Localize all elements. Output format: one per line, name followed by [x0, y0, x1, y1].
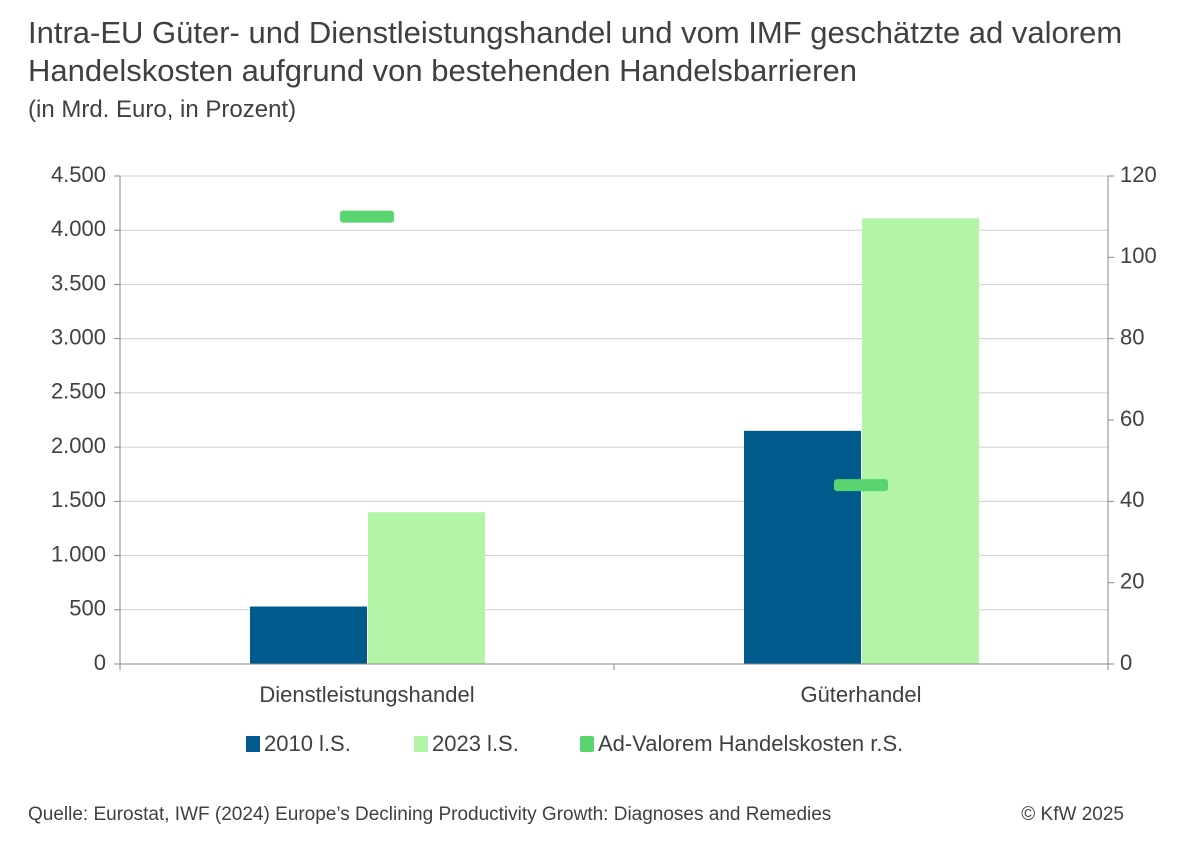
y2-tick-label: 80 [1120, 324, 1144, 349]
y-tick-label: 4.500 [51, 162, 106, 187]
marker [340, 210, 394, 223]
marker [834, 479, 888, 492]
y2-tick-label: 120 [1120, 162, 1157, 187]
y-tick-label: 500 [69, 596, 106, 621]
copyright: © KfW 2025 [1021, 804, 1124, 825]
bar [744, 430, 861, 664]
chart-title: Intra-EU Güter- und Dienstleistungshande… [28, 15, 1123, 88]
legend-swatch [414, 736, 428, 752]
chart-subtitle: (in Mrd. Euro, in Prozent) [28, 96, 297, 123]
y-tick-label: 4.000 [51, 216, 106, 241]
y-tick-label: 3.500 [51, 270, 106, 295]
bar [250, 606, 367, 664]
y2-tick-label: 100 [1120, 243, 1157, 268]
bar [862, 218, 979, 664]
y-tick-label: 0 [94, 650, 106, 675]
legend-label: 2023 l.S. [432, 731, 519, 756]
y-tick-label: 3.000 [51, 324, 106, 349]
legend-label: 2010 l.S. [264, 731, 351, 756]
x-tick-label: Dienstleistungshandel [259, 682, 474, 707]
y2-tick-label: 40 [1120, 487, 1144, 512]
y-tick-label: 1.500 [51, 487, 106, 512]
y2-tick-label: 20 [1120, 568, 1144, 593]
x-tick-label: Güterhandel [800, 682, 921, 707]
legend-label: Ad-Valorem Handelskosten r.S. [598, 731, 903, 756]
legend-swatch [246, 736, 260, 752]
y-tick-label: 2.500 [51, 379, 106, 404]
bar [368, 512, 485, 664]
y2-tick-label: 60 [1120, 406, 1144, 431]
source: Quelle: Eurostat, IWF (2024) Europe’s De… [28, 804, 831, 825]
y-tick-label: 1.000 [51, 541, 106, 566]
y2-tick-label: 0 [1120, 650, 1132, 675]
legend-swatch [580, 736, 594, 752]
y-tick-label: 2.000 [51, 433, 106, 458]
